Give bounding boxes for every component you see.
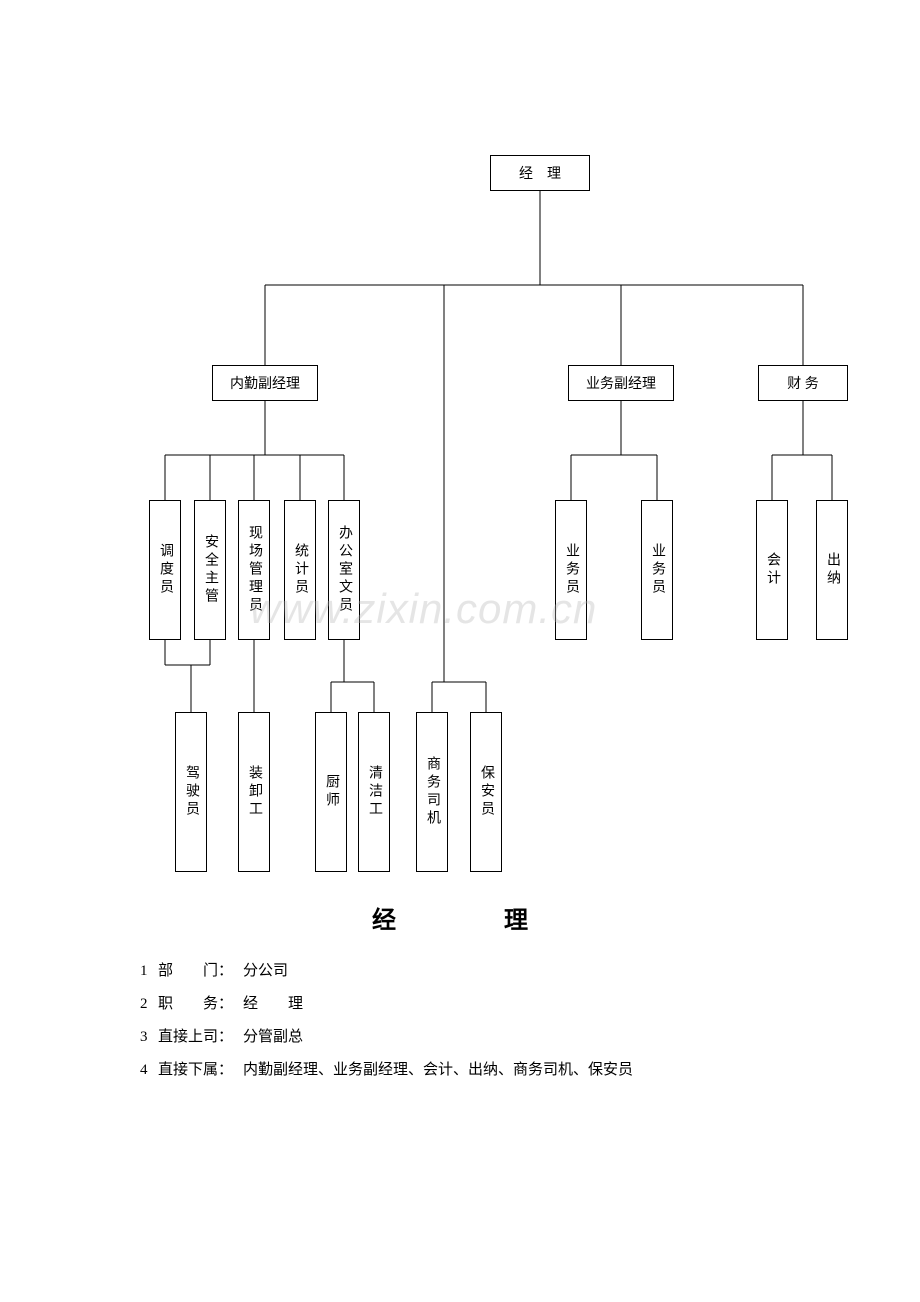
- node-m2: 装卸工: [238, 712, 270, 872]
- node-n2: 安全主管: [194, 500, 226, 640]
- node-label: 安全主管: [200, 534, 220, 606]
- node-label: 现场管理员: [244, 525, 264, 615]
- node-m4: 清洁工: [358, 712, 390, 872]
- node-label: 商务司机: [422, 756, 442, 828]
- node-label: 经 理: [519, 163, 561, 183]
- node-label: 财 务: [787, 373, 819, 393]
- row-value: 分公司: [243, 955, 780, 988]
- node-l2c: 财 务: [758, 365, 848, 401]
- node-l2a: 内勤副经理: [212, 365, 318, 401]
- node-root: 经 理: [490, 155, 590, 191]
- node-label: 业务副经理: [586, 373, 656, 393]
- row-title: 2 职 务： 经 理: [140, 988, 780, 1021]
- row-label: 部 门：: [158, 955, 243, 988]
- node-label: 办公室文员: [334, 525, 354, 615]
- row-num: 2: [140, 988, 158, 1021]
- node-label: 保安员: [476, 765, 496, 819]
- node-n3: 现场管理员: [238, 500, 270, 640]
- row-label: 直接下属：: [158, 1054, 243, 1087]
- row-num: 3: [140, 1021, 158, 1054]
- connector-lines: [0, 0, 920, 900]
- section-title: 经 理: [140, 900, 780, 935]
- org-chart: 经 理 内勤副经理 业务副经理 财 务 调度员 安全主管 现场管理员 统计员 办…: [0, 0, 920, 900]
- row-num: 4: [140, 1054, 158, 1087]
- node-n8: 会计: [756, 500, 788, 640]
- node-label: 出纳: [822, 552, 842, 588]
- node-n5: 办公室文员: [328, 500, 360, 640]
- node-m6: 保安员: [470, 712, 502, 872]
- node-n4: 统计员: [284, 500, 316, 640]
- node-n9: 出纳: [816, 500, 848, 640]
- node-m5: 商务司机: [416, 712, 448, 872]
- node-label: 业务员: [561, 543, 581, 597]
- node-n7: 业务员: [641, 500, 673, 640]
- node-label: 装卸工: [244, 765, 264, 819]
- row-label: 职 务：: [158, 988, 243, 1021]
- node-n6: 业务员: [555, 500, 587, 640]
- row-sub: 4 直接下属： 内勤副经理、业务副经理、会计、出纳、商务司机、保安员: [140, 1054, 780, 1087]
- row-sup: 3 直接上司： 分管副总: [140, 1021, 780, 1054]
- row-num: 1: [140, 955, 158, 988]
- node-m3: 厨师: [315, 712, 347, 872]
- node-n1: 调度员: [149, 500, 181, 640]
- node-label: 驾驶员: [181, 765, 201, 819]
- node-label: 会计: [762, 552, 782, 588]
- node-label: 调度员: [155, 543, 175, 597]
- node-l2b: 业务副经理: [568, 365, 674, 401]
- row-dept: 1 部 门： 分公司: [140, 955, 780, 988]
- node-label: 厨师: [321, 774, 341, 810]
- node-label: 业务员: [647, 543, 667, 597]
- row-value: 分管副总: [243, 1021, 780, 1054]
- row-label: 直接上司：: [158, 1021, 243, 1054]
- node-m1: 驾驶员: [175, 712, 207, 872]
- node-label: 清洁工: [364, 765, 384, 819]
- node-label: 内勤副经理: [230, 373, 300, 393]
- node-label: 统计员: [290, 543, 310, 597]
- job-description: 经 理 1 部 门： 分公司 2 职 务： 经 理 3 直接上司： 分管副总 4…: [0, 900, 920, 1147]
- row-value: 经 理: [243, 988, 780, 1021]
- row-value: 内勤副经理、业务副经理、会计、出纳、商务司机、保安员: [243, 1054, 780, 1087]
